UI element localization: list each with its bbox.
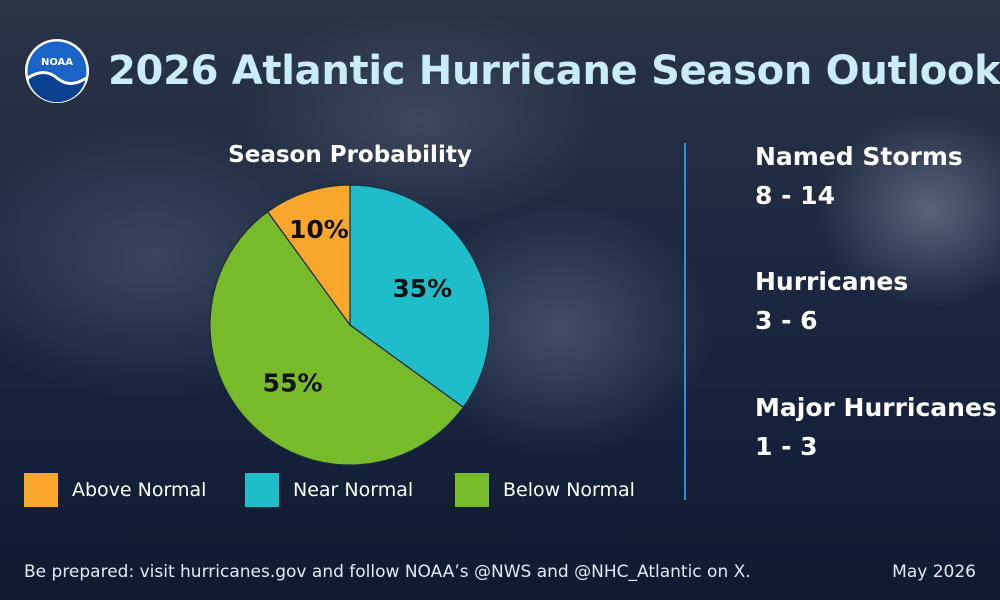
- page-title: 2026 Atlantic Hurricane Season Outlook: [108, 48, 1000, 94]
- legend-label: Below Normal: [503, 479, 635, 501]
- chart-title: Season Probability: [228, 142, 472, 168]
- divider: [684, 143, 686, 500]
- stat-label: Named Storms: [755, 142, 963, 171]
- noaa-logo-icon: NOAA: [25, 39, 89, 103]
- legend-item-near-normal: Near Normal: [245, 473, 413, 507]
- footer-text: Be prepared: visit hurricanes.gov and fo…: [24, 562, 751, 582]
- legend-item-above-normal: Above Normal: [24, 473, 206, 507]
- header: NOAA 2026 Atlantic Hurricane Season Outl…: [24, 38, 1000, 104]
- stat-named-storms: Named Storms 8 - 14: [755, 142, 963, 210]
- pie-label-above-normal: 10%: [289, 215, 349, 244]
- legend-label: Above Normal: [72, 479, 207, 501]
- stat-value: 3 - 6: [755, 306, 818, 335]
- legend: Above Normal Near Normal Below Normal: [24, 473, 664, 513]
- pie-chart: 35% 55% 10%: [209, 184, 491, 466]
- stat-value: 1 - 3: [755, 432, 818, 461]
- stat-major-hurricanes: Major Hurricanes 1 - 3: [755, 393, 997, 461]
- stat-label: Hurricanes: [755, 267, 909, 296]
- stat-hurricanes: Hurricanes 3 - 6: [755, 267, 908, 335]
- legend-swatch: [455, 473, 489, 507]
- stat-label: Major Hurricanes: [755, 393, 997, 422]
- legend-item-below-normal: Below Normal: [455, 473, 635, 507]
- pie-slice-above-normal: [266, 184, 351, 327]
- logo-text: NOAA: [41, 57, 73, 68]
- footer-date: May 2026: [892, 562, 976, 582]
- pie-label-near-normal: 35%: [392, 274, 452, 303]
- legend-swatch: [245, 473, 279, 507]
- legend-label: Near Normal: [293, 479, 414, 501]
- legend-swatch: [24, 473, 58, 507]
- pie-slice-near-normal: [349, 184, 491, 409]
- pie-slice-below-normal: [209, 210, 465, 466]
- pie-label-below-normal: 55%: [263, 368, 323, 397]
- stat-value: 8 - 14: [755, 181, 835, 210]
